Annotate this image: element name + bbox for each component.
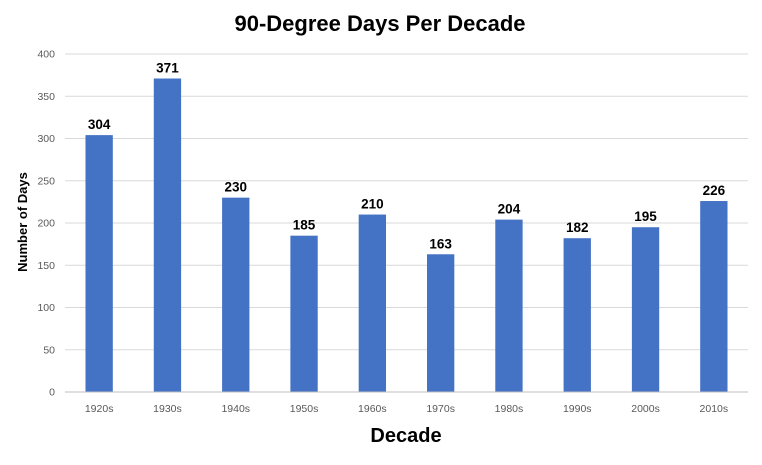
x-axis-ticks: 1920s 1930s 1940s 1950s 1960s 1970s 1980s 1990s… [85, 403, 728, 415]
data-label: 226 [703, 183, 726, 198]
data-label: 371 [156, 61, 179, 76]
bar [222, 197, 250, 392]
x-tick-label: 1960s [358, 403, 387, 415]
x-tick-label: 2000s [631, 403, 660, 415]
bar [153, 78, 182, 392]
y-tick-label: 50 [43, 344, 55, 356]
y-tick-label: 0 [49, 387, 55, 399]
y-tick-label: 300 [37, 133, 55, 145]
y-tick-label: 350 [37, 91, 55, 103]
data-labels: 304 371 230 185 210 163 204 182 195 226 [88, 61, 726, 252]
data-label: 185 [293, 218, 316, 233]
bar [563, 238, 591, 392]
data-label: 204 [498, 202, 521, 217]
data-label: 230 [224, 180, 247, 195]
data-label: 210 [361, 197, 384, 212]
bar [426, 254, 455, 392]
y-tick-label: 250 [37, 175, 55, 187]
bar [495, 219, 523, 392]
bar [700, 201, 728, 392]
bar [85, 135, 113, 392]
data-label: 163 [429, 236, 452, 251]
y-tick-label: 200 [37, 218, 55, 230]
data-label: 182 [566, 220, 589, 235]
bar [358, 214, 387, 392]
bar [631, 227, 660, 392]
x-tick-label: 1930s [153, 403, 182, 415]
bar-series [85, 78, 728, 392]
y-axis-ticks: 0 50 100 150 200 250 300 350 400 [37, 49, 55, 399]
y-tick-label: 400 [37, 49, 55, 61]
y-tick-label: 100 [37, 302, 55, 314]
x-axis-title: Decade [370, 425, 441, 447]
x-tick-label: 1920s [85, 403, 114, 415]
x-tick-label: 2010s [700, 403, 729, 415]
x-tick-label: 1950s [290, 403, 319, 415]
chart-title: 90-Degree Days Per Decade [234, 11, 525, 36]
x-tick-label: 1970s [426, 403, 455, 415]
y-axis-title: Number of Days [15, 172, 30, 272]
x-tick-label: 1980s [495, 403, 524, 415]
data-label: 304 [88, 117, 111, 132]
x-tick-label: 1990s [563, 403, 592, 415]
x-tick-label: 1940s [221, 403, 250, 415]
y-tick-label: 150 [37, 260, 55, 272]
data-label: 195 [634, 209, 657, 224]
bar [290, 235, 318, 392]
